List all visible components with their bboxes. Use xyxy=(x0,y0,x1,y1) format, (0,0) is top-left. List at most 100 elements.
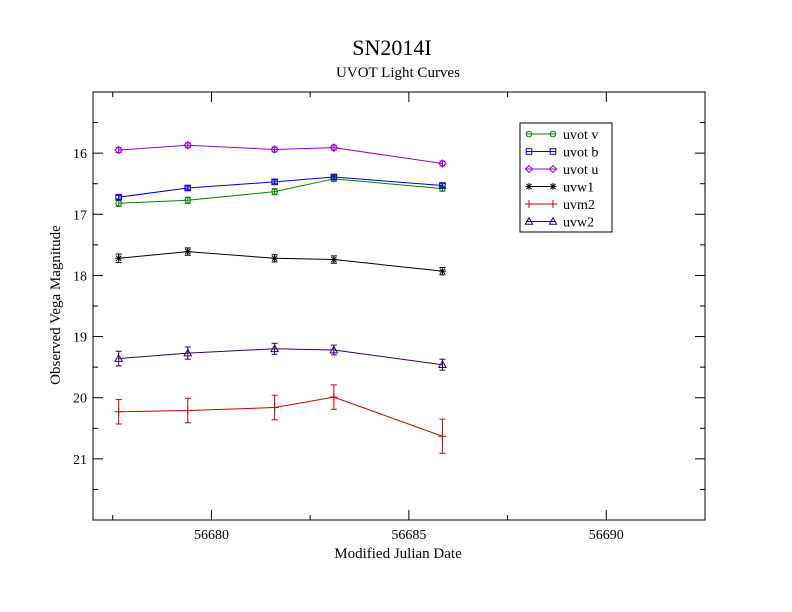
data-point xyxy=(270,145,279,154)
data-point xyxy=(115,193,122,201)
triangle-marker xyxy=(437,359,447,368)
legend-label: uvw2 xyxy=(563,216,594,231)
chart-title: SN2014I xyxy=(352,35,431,60)
legend-label: uvot u xyxy=(563,163,598,178)
data-point xyxy=(115,254,123,262)
series-line-uvot-b xyxy=(118,176,443,198)
error-bar xyxy=(330,174,337,180)
data-point xyxy=(438,159,447,168)
y-tick-label: 18 xyxy=(73,269,87,284)
data-point xyxy=(329,393,338,402)
data-point xyxy=(183,406,192,415)
plot-frame xyxy=(92,91,706,521)
axis-ticks xyxy=(93,91,706,521)
legend-label: uvot v xyxy=(563,128,598,143)
plus-marker xyxy=(114,407,123,416)
legend-label: uvot b xyxy=(563,146,598,161)
plus-marker xyxy=(183,406,192,415)
series-line-uvw2 xyxy=(118,348,443,366)
square-marker xyxy=(525,148,533,155)
y-tick-label: 19 xyxy=(73,331,87,346)
y-tick-label: 20 xyxy=(73,392,87,407)
diamond-marker xyxy=(270,145,279,154)
plus-marker xyxy=(525,200,533,208)
data-point xyxy=(114,353,124,362)
x-tick-label: 56680 xyxy=(194,528,229,543)
series-line-uvot-u xyxy=(118,144,443,165)
square-marker xyxy=(439,182,446,189)
diamond-marker xyxy=(329,143,339,152)
data-point xyxy=(183,348,193,357)
series-uvot-b xyxy=(115,173,446,201)
legend-item-uvm2: uvm2 xyxy=(525,198,595,213)
data-point xyxy=(271,254,279,262)
data-point xyxy=(438,267,446,275)
plus-marker xyxy=(329,393,338,402)
data-point xyxy=(270,403,279,412)
legend-item-uvot-v: uvot v xyxy=(525,128,598,143)
series-line-uvm2 xyxy=(118,396,443,437)
x-tick-label: 56685 xyxy=(391,528,426,543)
legend: uvot v uvot b uvot u uvw1 uvm2 uvw2 xyxy=(519,122,613,233)
triangle-marker xyxy=(524,216,534,225)
series-uvw1 xyxy=(115,247,446,276)
plus-marker xyxy=(549,200,557,208)
data-point xyxy=(330,173,338,181)
star-marker xyxy=(525,183,533,190)
legend-item-uvot-b: uvot b xyxy=(525,146,598,161)
circle-marker xyxy=(115,199,122,207)
y-axis-label: Observed Vega Magnitude xyxy=(48,225,64,385)
star-marker xyxy=(438,267,446,275)
data-point xyxy=(329,143,339,152)
series-uvm2 xyxy=(114,384,447,454)
series-uvw2 xyxy=(114,342,447,371)
triangle-marker xyxy=(329,345,339,354)
square-marker xyxy=(184,184,192,192)
star-marker xyxy=(115,254,123,262)
data-point xyxy=(184,248,192,256)
star-marker xyxy=(184,248,192,256)
series-line-uvw1 xyxy=(118,251,443,272)
legend-label: uvm2 xyxy=(563,198,595,213)
error-bar xyxy=(184,185,191,191)
error-bar xyxy=(115,194,122,200)
triangle-marker xyxy=(183,348,193,357)
circle-marker xyxy=(525,130,533,138)
error-bar xyxy=(330,144,337,151)
error-bar xyxy=(439,160,446,167)
data-point xyxy=(438,432,447,441)
axis-tick-labels: 56680 56685 56690 16 17 18 19 20 21 xyxy=(73,147,624,543)
y-tick-label: 21 xyxy=(73,453,87,468)
star-marker xyxy=(330,256,338,264)
plus-marker xyxy=(270,403,279,412)
data-point xyxy=(184,184,192,192)
square-marker xyxy=(271,178,278,186)
data-point xyxy=(114,407,123,416)
legend-label: uvw1 xyxy=(563,181,594,196)
error-bar xyxy=(271,179,278,185)
square-marker xyxy=(330,173,338,181)
diamond-marker xyxy=(438,159,447,168)
error-bar xyxy=(115,147,122,154)
square-marker xyxy=(115,193,122,201)
error-bar xyxy=(439,183,446,188)
data-point xyxy=(271,188,278,195)
circle-marker xyxy=(549,130,557,138)
legend-item-uvot-u: uvot u xyxy=(524,163,598,178)
y-tick-label: 17 xyxy=(73,208,87,223)
error-bar xyxy=(271,146,278,153)
x-axis-label: Modified Julian Date xyxy=(334,546,462,562)
data-point xyxy=(330,256,338,264)
data-point xyxy=(437,359,447,368)
star-marker xyxy=(271,254,279,262)
diamond-marker xyxy=(183,140,193,150)
triangle-marker xyxy=(548,216,558,225)
diamond-marker xyxy=(114,145,123,155)
triangle-marker xyxy=(114,353,124,362)
series-layer xyxy=(114,140,447,454)
diamond-marker xyxy=(524,164,534,174)
circle-marker xyxy=(184,196,192,204)
data-point xyxy=(183,140,193,150)
legend-item-uvw1: uvw1 xyxy=(525,181,594,196)
